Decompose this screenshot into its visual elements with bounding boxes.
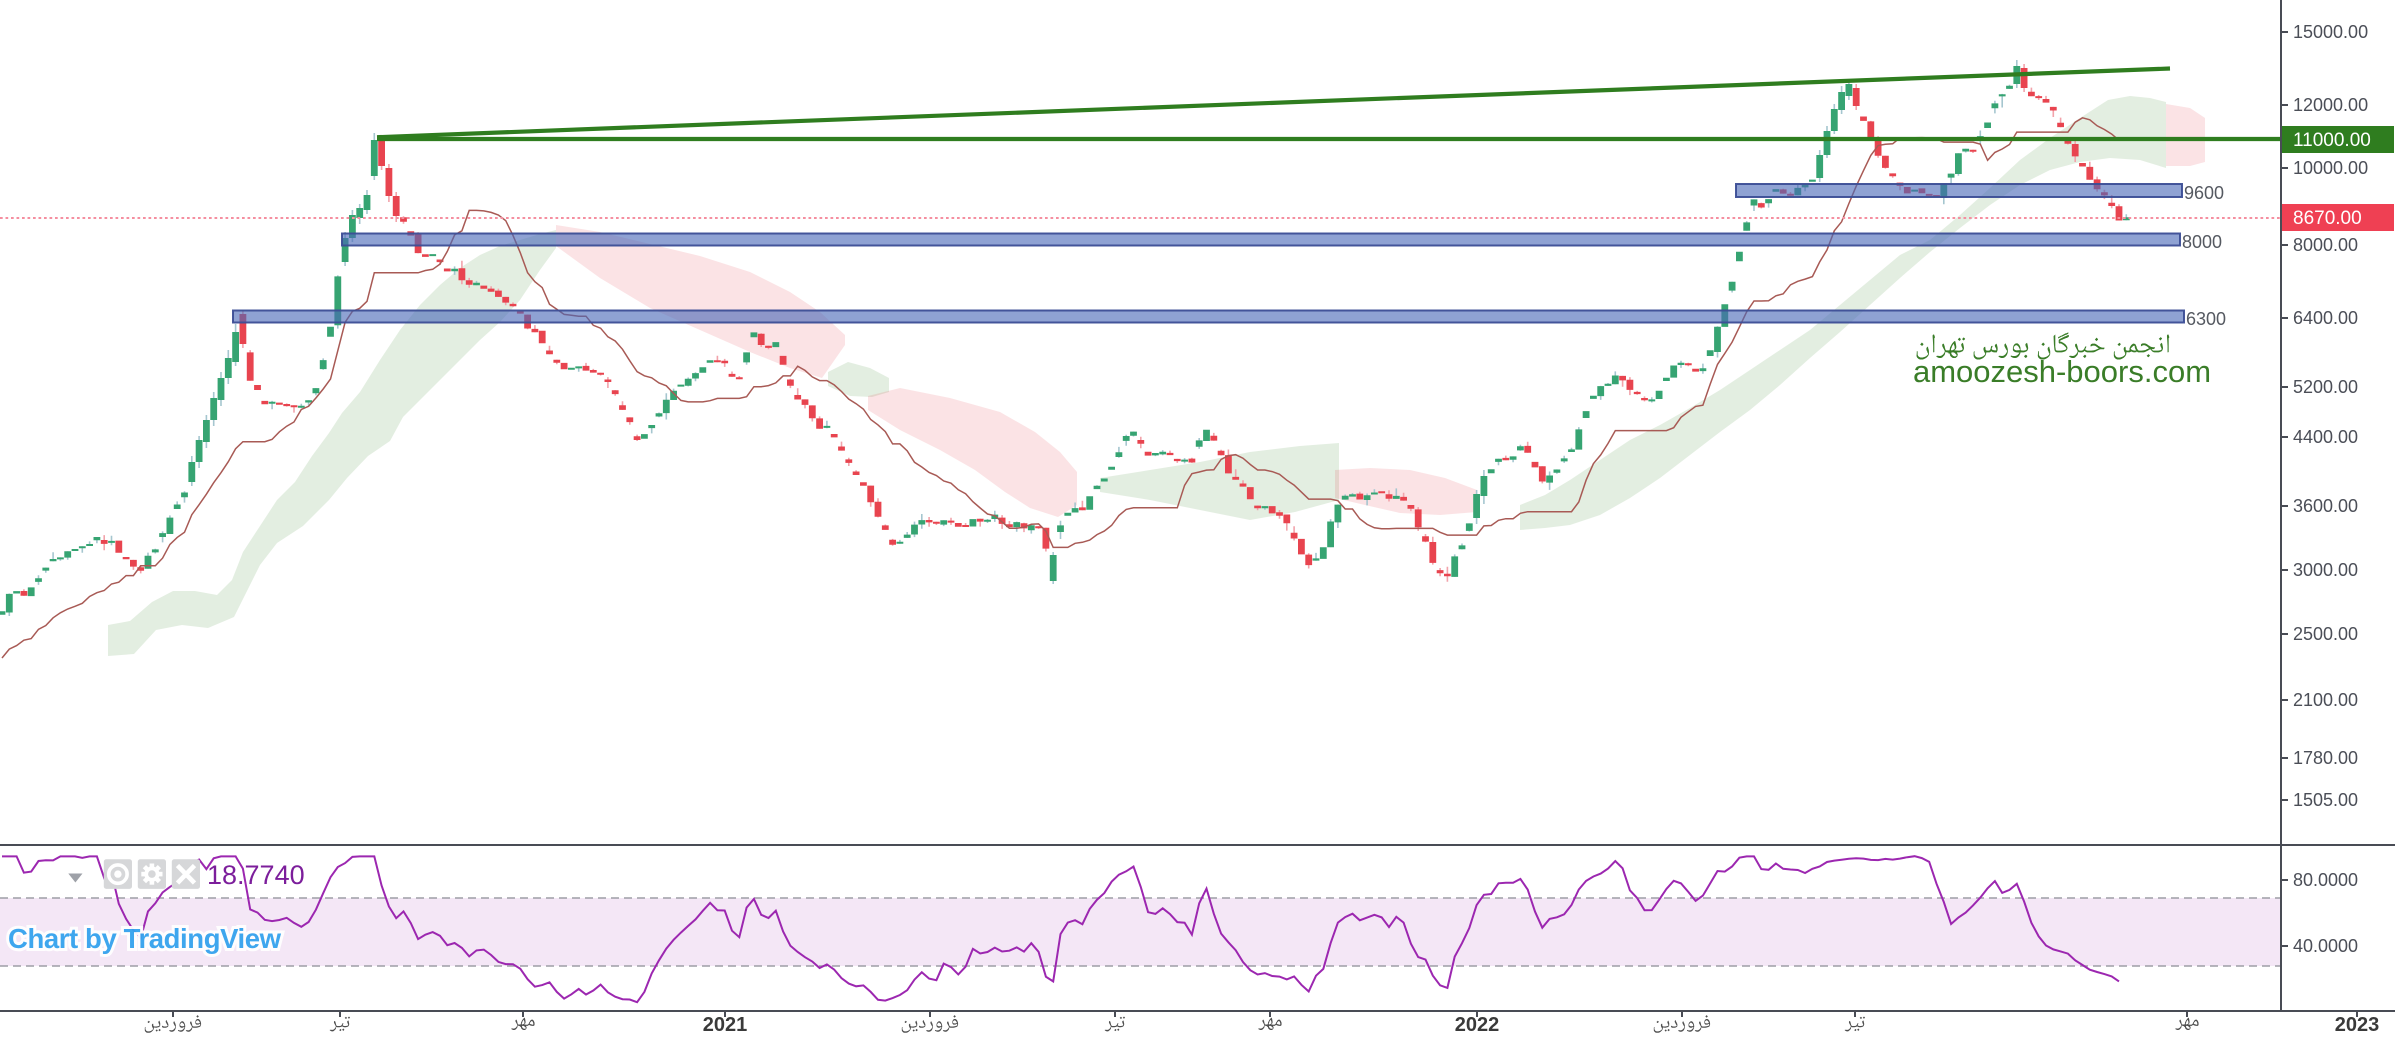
svg-text:12000.00: 12000.00 [2293, 95, 2368, 115]
svg-text:10000.00: 10000.00 [2293, 158, 2368, 178]
svg-text:15000.00: 15000.00 [2293, 22, 2368, 42]
svg-text:6300: 6300 [2186, 309, 2226, 329]
svg-text:8000: 8000 [2182, 232, 2222, 252]
svg-text:4400.00: 4400.00 [2293, 427, 2358, 447]
svg-text:2023: 2023 [2335, 1014, 2380, 1036]
svg-text:2100.00: 2100.00 [2293, 690, 2358, 710]
svg-text:amoozesh-boors.com: amoozesh-boors.com [1913, 354, 2211, 389]
svg-text:11000.00: 11000.00 [2293, 130, 2371, 151]
svg-text:2022: 2022 [1455, 1014, 1500, 1036]
svg-text:3000.00: 3000.00 [2293, 560, 2358, 580]
svg-text:40.0000: 40.0000 [2293, 936, 2358, 956]
svg-text:2500.00: 2500.00 [2293, 624, 2358, 644]
svg-text:1780.00: 1780.00 [2293, 748, 2358, 768]
svg-text:80.0000: 80.0000 [2293, 870, 2358, 890]
svg-text:6400.00: 6400.00 [2293, 308, 2358, 328]
svg-text:3600.00: 3600.00 [2293, 496, 2358, 516]
svg-text:5200.00: 5200.00 [2293, 377, 2358, 397]
svg-text:2021: 2021 [703, 1014, 748, 1036]
svg-text:9600: 9600 [2184, 183, 2224, 203]
svg-text:Chart by TradingView: Chart by TradingView [8, 923, 282, 954]
svg-text:1505.00: 1505.00 [2293, 790, 2358, 810]
svg-text:8670.00: 8670.00 [2293, 208, 2362, 229]
svg-text:8000.00: 8000.00 [2293, 235, 2358, 255]
svg-text:18.7740: 18.7740 [207, 860, 305, 890]
